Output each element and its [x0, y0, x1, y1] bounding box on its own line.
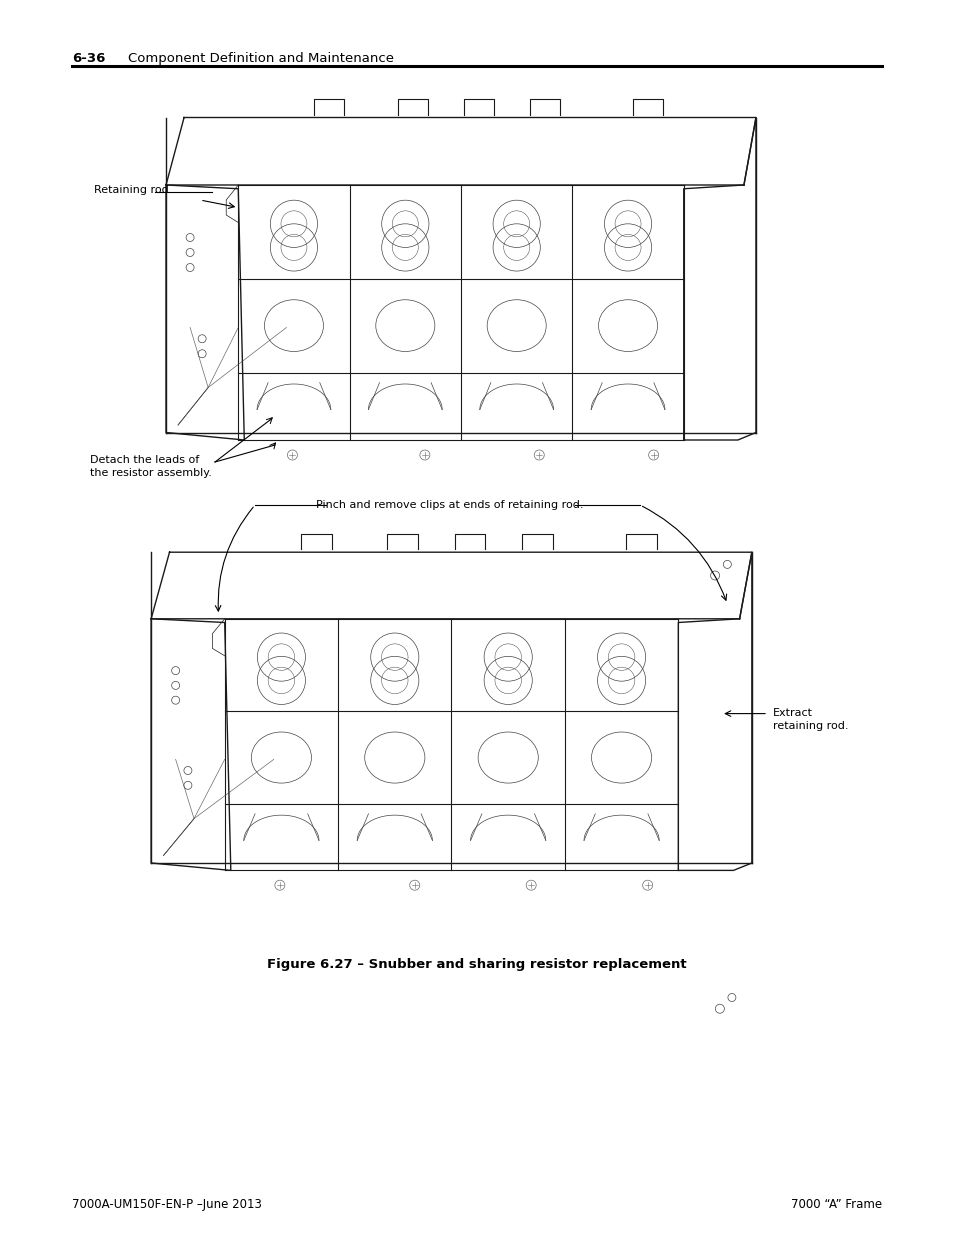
Text: Figure 6.27 – Snubber and sharing resistor replacement: Figure 6.27 – Snubber and sharing resist… — [267, 958, 686, 971]
Text: the resistor assembly.: the resistor assembly. — [90, 468, 212, 478]
Text: 6-36: 6-36 — [71, 52, 105, 65]
Text: retaining rod.: retaining rod. — [772, 720, 847, 731]
Text: Extract: Extract — [772, 708, 812, 718]
Text: Pinch and remove clips at ends of retaining rod.: Pinch and remove clips at ends of retain… — [315, 500, 583, 510]
Text: Retaining rod: Retaining rod — [94, 185, 169, 195]
Text: Detach the leads of: Detach the leads of — [90, 454, 199, 466]
Text: Component Definition and Maintenance: Component Definition and Maintenance — [128, 52, 394, 65]
Text: 7000 “A” Frame: 7000 “A” Frame — [790, 1198, 882, 1212]
Text: 7000A-UM150F-EN-P –June 2013: 7000A-UM150F-EN-P –June 2013 — [71, 1198, 262, 1212]
